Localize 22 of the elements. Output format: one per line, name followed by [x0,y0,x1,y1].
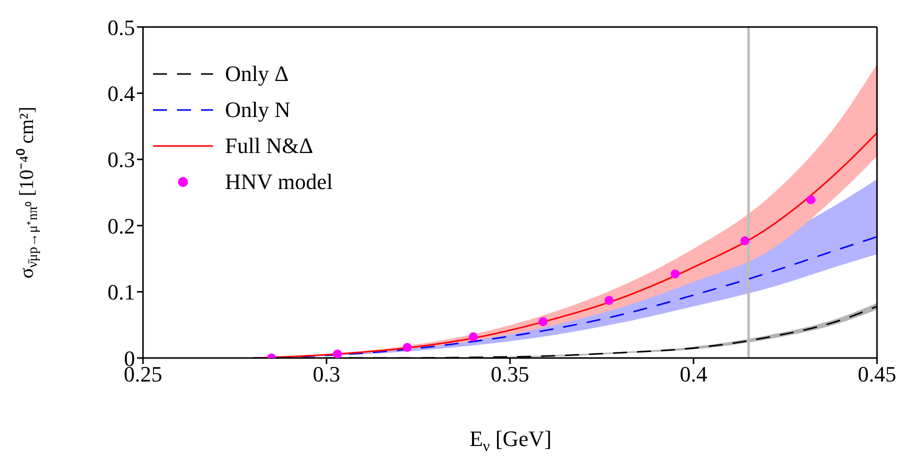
point [740,236,750,246]
x-tick-label: 0.45 [858,362,896,387]
legend-label: HNV model [225,168,333,196]
point [806,195,816,204]
y-tick-label: 0.4 [108,81,135,106]
point [468,332,478,342]
point [332,350,342,358]
x-tick-label: 0.4 [680,362,708,387]
legend-label: Only N [225,96,290,124]
y-tick-label: 0.1 [108,280,135,305]
point [538,317,548,326]
x-tick-label: 0.35 [490,362,530,387]
y-tick-label: 0.5 [108,14,135,40]
legend-label: Full N&Δ [225,132,314,160]
point [402,342,412,352]
y-tick-label: 0.2 [108,213,135,238]
x-axis-title: E$_{ν}$ [GeV] [469,426,552,454]
y-tick-label: 0.3 [108,147,135,172]
point [604,296,614,305]
point [670,269,680,278]
x-tick-label: 0.3 [312,362,340,387]
legend-label: Only Δ [225,60,289,88]
